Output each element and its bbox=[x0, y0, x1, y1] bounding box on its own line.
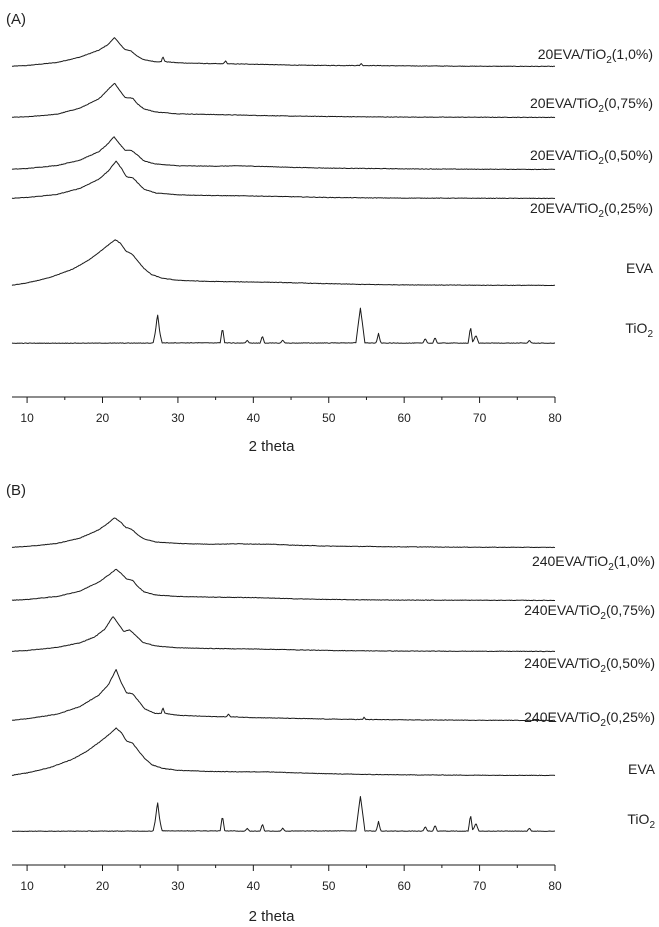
series-trace bbox=[11, 796, 556, 832]
series-label: 20EVA/TiO2(0,75%) bbox=[530, 95, 653, 115]
x-tick-label: 30 bbox=[171, 411, 185, 425]
x-tick-label: 20 bbox=[96, 879, 110, 893]
x-tick-label: 80 bbox=[548, 411, 562, 425]
series-label: 20EVA/TiO2(0,50%) bbox=[530, 147, 653, 167]
series-label: 20EVA/TiO2(0,25%) bbox=[530, 200, 653, 220]
x-tick-label: 10 bbox=[20, 879, 34, 893]
series-trace bbox=[11, 669, 556, 722]
x-tick-label: 40 bbox=[247, 411, 261, 425]
x-tick-label: 70 bbox=[473, 411, 487, 425]
panel-label: (B) bbox=[6, 482, 26, 499]
x-tick-label: 60 bbox=[397, 879, 411, 893]
series-trace bbox=[11, 160, 556, 200]
chart-panel-1: (A)20EVA/TiO2(1,0%)20EVA/TiO2(0,75%)20EV… bbox=[6, 11, 654, 455]
x-tick-label: 50 bbox=[322, 411, 336, 425]
x-tick-label: 40 bbox=[247, 879, 261, 893]
x-tick-label: 60 bbox=[397, 411, 411, 425]
x-tick-label: 30 bbox=[171, 879, 185, 893]
series-label: 240EVA/TiO2(0,75%) bbox=[524, 602, 655, 622]
series-trace bbox=[11, 239, 556, 287]
series-trace bbox=[11, 307, 556, 344]
series-trace bbox=[11, 136, 556, 171]
x-tick-label: 20 bbox=[96, 411, 110, 425]
series-label: 240EVA/TiO2(0,25%) bbox=[524, 709, 655, 729]
series-trace bbox=[11, 37, 555, 68]
series-label: 240EVA/TiO2(1,0%) bbox=[532, 553, 655, 573]
panel-label: (A) bbox=[6, 11, 26, 28]
x-axis-title: 2 theta bbox=[249, 908, 296, 925]
x-tick-label: 50 bbox=[322, 879, 336, 893]
series-trace bbox=[11, 517, 556, 549]
series-label: TiO2 bbox=[627, 811, 655, 831]
series-trace bbox=[11, 727, 556, 777]
series-label: TiO2 bbox=[625, 320, 653, 340]
series-label: 20EVA/TiO2(1,0%) bbox=[538, 46, 653, 66]
series-label: 240EVA/TiO2(0,50%) bbox=[524, 655, 655, 675]
series-trace bbox=[11, 82, 556, 119]
series-label: EVA bbox=[628, 761, 656, 777]
x-axis-title: 2 theta bbox=[249, 438, 296, 455]
chart-panel-2: (B) 240EVA/TiO2(1,0%) 240EVA/TiO2(0,75%) 24… bbox=[6, 482, 656, 925]
x-tick-label: 10 bbox=[20, 411, 34, 425]
series-label: EVA bbox=[626, 260, 654, 276]
x-tick-label: 70 bbox=[473, 879, 487, 893]
x-tick-label: 80 bbox=[548, 879, 562, 893]
series-trace bbox=[11, 568, 555, 602]
series-trace bbox=[11, 616, 556, 653]
